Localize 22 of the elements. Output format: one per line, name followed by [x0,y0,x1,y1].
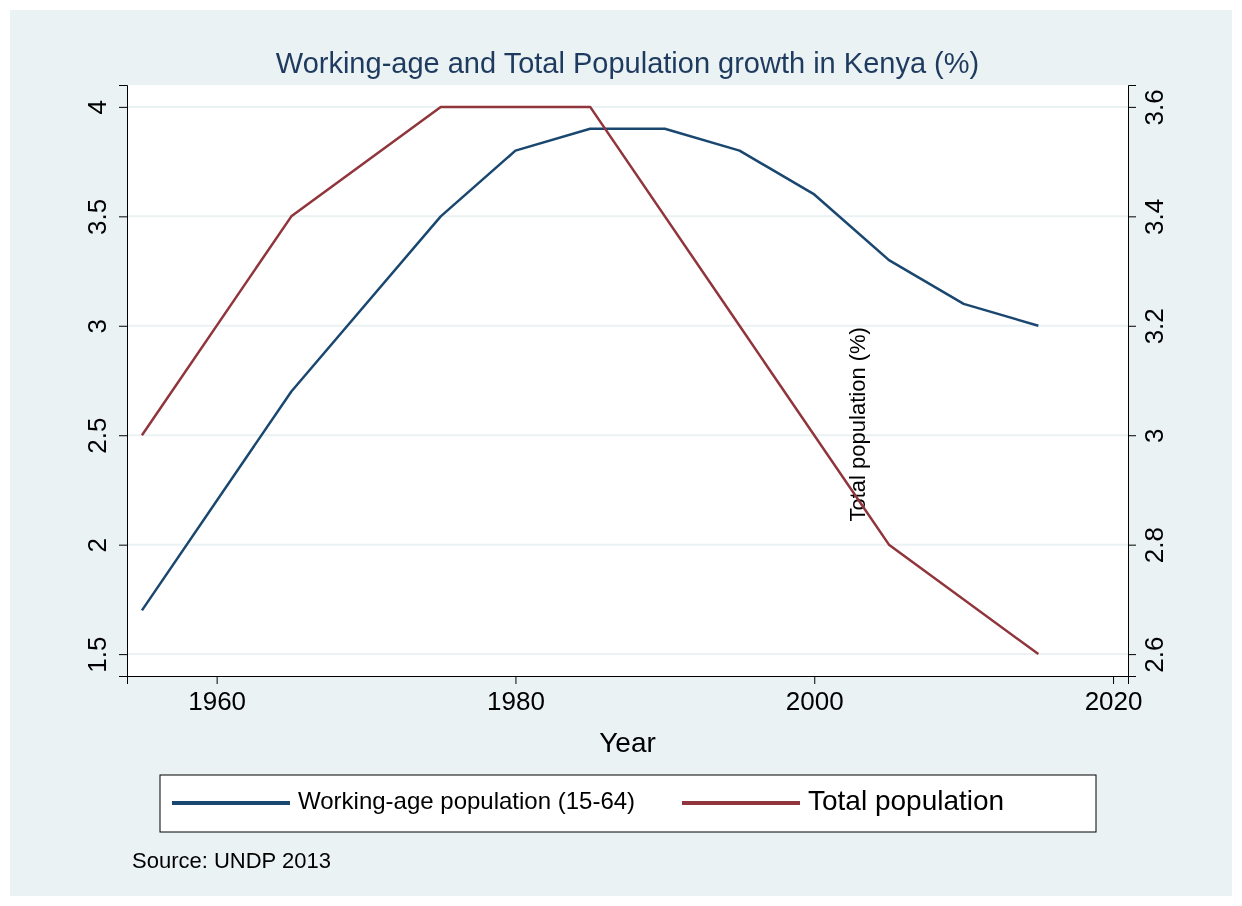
chart-title: Working-age and Total Population growth in Kenya (%) [275,47,980,79]
x-tick-label: 2020 [1084,686,1143,717]
x-tick-label: 1980 [487,686,545,717]
legend-label: Total population [808,785,1005,817]
y2-tick-label: 2.8 [1138,527,1169,564]
y2-tick-label: 2.6 [1138,636,1169,673]
x-tick-label: 2000 [785,686,844,717]
y2-tick-label: 3 [1138,428,1169,443]
x-axis-title: Year [599,727,656,758]
y-tick-label: 2 [81,537,112,553]
y2-axis-title: Total population (%) [845,327,871,522]
x-tick-label: 1960 [188,686,247,717]
y-tick-label: 3.5 [81,198,112,235]
y2-tick-label: 3.4 [1138,198,1169,235]
y2-tick-label: 3.6 [1138,89,1169,126]
y-tick-label: 2.5 [81,417,112,454]
y-tick-label: 4 [81,100,112,115]
y-tick-label: 3 [81,319,112,334]
y2-tick-label: 3.2 [1138,308,1169,345]
y-tick-label: 1.5 [81,636,112,673]
legend-label: Working-age population (15-64) [298,787,636,815]
source-note: Source: UNDP 2013 [132,848,331,873]
